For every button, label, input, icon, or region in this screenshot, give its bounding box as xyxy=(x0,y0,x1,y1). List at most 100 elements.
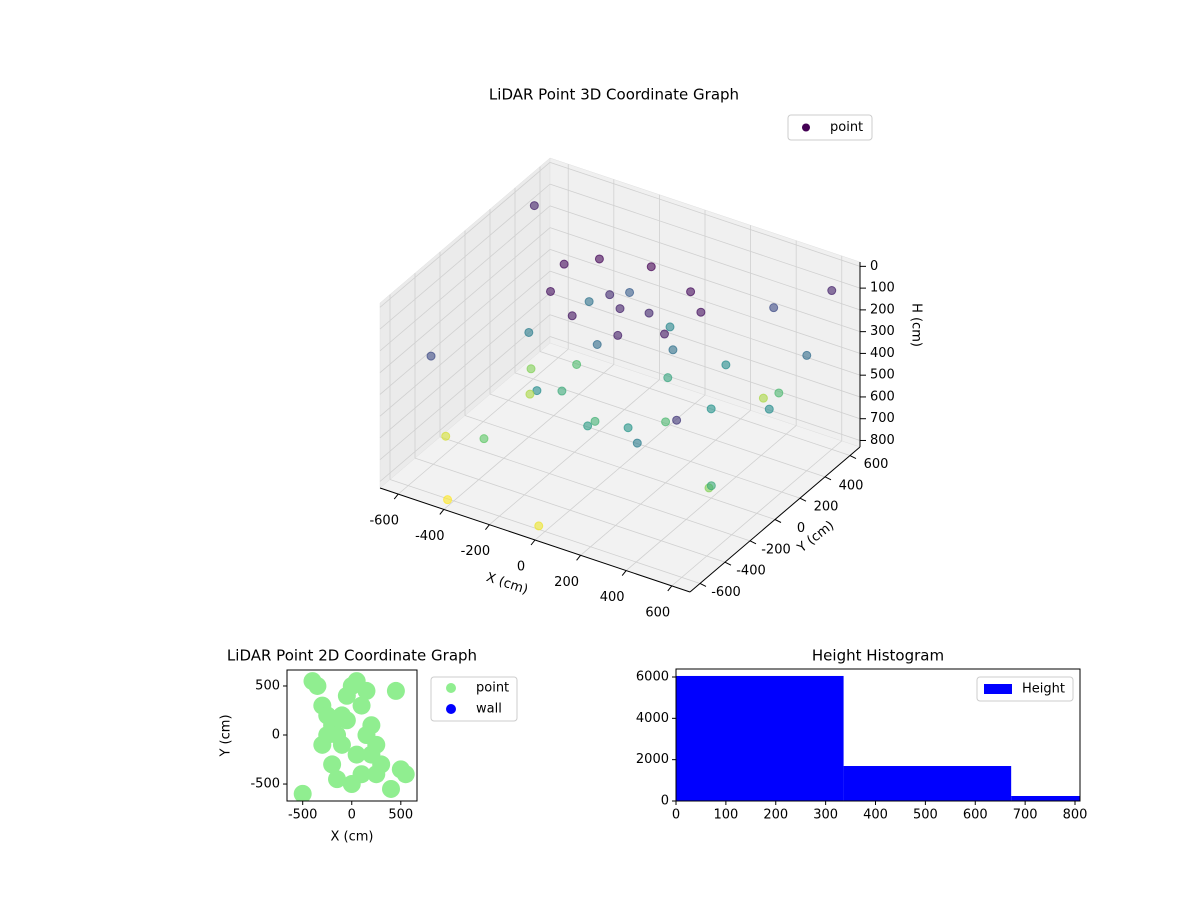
point xyxy=(372,755,391,774)
z-tick-label: 400 xyxy=(870,346,895,361)
point xyxy=(583,421,593,431)
bar xyxy=(1011,795,1080,801)
tick-mark xyxy=(774,519,782,523)
x-tick-label: 200 xyxy=(763,808,788,823)
y-tick-label: 400 xyxy=(839,478,864,493)
y-tick-label: 0 xyxy=(797,521,805,536)
point xyxy=(672,415,682,425)
grid-line xyxy=(379,314,551,461)
point xyxy=(644,308,654,318)
legend-marker xyxy=(446,704,456,714)
tick-mark xyxy=(724,561,732,566)
grid-line xyxy=(379,205,551,352)
point xyxy=(534,521,544,531)
point xyxy=(613,330,623,340)
tick-mark xyxy=(576,554,581,561)
point xyxy=(443,495,453,505)
point xyxy=(590,416,600,426)
legend-marker xyxy=(446,683,456,693)
grid-line xyxy=(549,336,861,441)
y-tick-label: -200 xyxy=(761,542,791,557)
point xyxy=(396,765,415,784)
x-tick-label: 100 xyxy=(713,808,738,823)
y-axis-line xyxy=(689,446,861,593)
point xyxy=(605,290,615,300)
tick-mark xyxy=(799,497,807,502)
y-tick-label: 4000 xyxy=(636,711,669,726)
z-tick-label: 100 xyxy=(870,281,895,296)
legend-box xyxy=(976,676,1074,702)
tick-mark xyxy=(699,583,707,587)
bar xyxy=(676,675,844,801)
legend-label: wall xyxy=(476,702,502,717)
point xyxy=(615,304,625,314)
z-tick-label: 700 xyxy=(870,411,895,426)
point xyxy=(559,259,569,269)
point xyxy=(352,765,371,784)
legend-label: point xyxy=(476,681,509,696)
grid-line xyxy=(414,457,726,563)
point xyxy=(532,386,542,396)
y-tick-label: -600 xyxy=(711,585,741,600)
point xyxy=(774,388,784,398)
grid-line xyxy=(549,249,861,354)
point xyxy=(525,389,535,399)
x-tick-label: 400 xyxy=(863,808,888,823)
x-tick-label: 500 xyxy=(388,808,413,823)
z-axis-label: H (cm) xyxy=(909,303,924,347)
point xyxy=(352,696,371,715)
point xyxy=(721,360,731,370)
point xyxy=(706,481,716,491)
point xyxy=(632,438,642,448)
x-tick-label: 0 xyxy=(517,560,525,575)
z-tick-label: 500 xyxy=(870,368,895,383)
y-tick-label: 0 xyxy=(272,728,280,743)
point xyxy=(426,351,436,361)
x-tick-label: -600 xyxy=(369,514,399,529)
z-tick-label: 0 xyxy=(870,259,878,274)
grid-line xyxy=(539,351,851,456)
x-tick-label: 500 xyxy=(913,808,938,823)
grid-line xyxy=(389,479,701,584)
tick-mark xyxy=(667,585,673,592)
grid-line xyxy=(549,227,861,333)
tick-mark xyxy=(849,455,857,459)
point xyxy=(623,423,633,433)
chart-title: LiDAR Point 2D Coordinate Graph xyxy=(227,647,477,665)
y-axis-label: Y (cm) xyxy=(219,714,234,757)
point xyxy=(557,386,567,396)
point xyxy=(696,307,706,317)
point xyxy=(827,286,837,296)
point xyxy=(367,735,386,754)
point xyxy=(546,286,556,296)
grid-line xyxy=(379,336,551,482)
grid-line xyxy=(489,393,801,499)
grid-line xyxy=(379,249,551,395)
grid-line xyxy=(379,270,551,417)
x-axis-line xyxy=(379,487,691,593)
point xyxy=(362,716,381,735)
legend-box xyxy=(787,114,873,141)
grid-line xyxy=(379,162,551,308)
x-tick-label: 300 xyxy=(813,808,838,823)
point xyxy=(686,287,696,297)
grid-line xyxy=(439,436,751,542)
grid-line xyxy=(379,227,551,373)
plot-frame xyxy=(675,668,1081,802)
tick-mark xyxy=(485,524,490,531)
x-tick-label: -200 xyxy=(461,544,491,559)
z-tick-label: 800 xyxy=(870,433,895,448)
legend-marker xyxy=(802,123,810,132)
x-tick-label: 700 xyxy=(1013,808,1038,823)
point xyxy=(802,350,812,360)
chart-title: LiDAR Point 3D Coordinate Graph xyxy=(489,86,739,104)
point xyxy=(769,303,779,313)
point xyxy=(659,329,669,339)
grid-line xyxy=(549,205,861,311)
legend-marker xyxy=(984,684,1012,694)
point xyxy=(764,404,774,414)
grid-line xyxy=(464,415,776,520)
grid-line xyxy=(549,314,861,420)
point xyxy=(308,676,327,695)
